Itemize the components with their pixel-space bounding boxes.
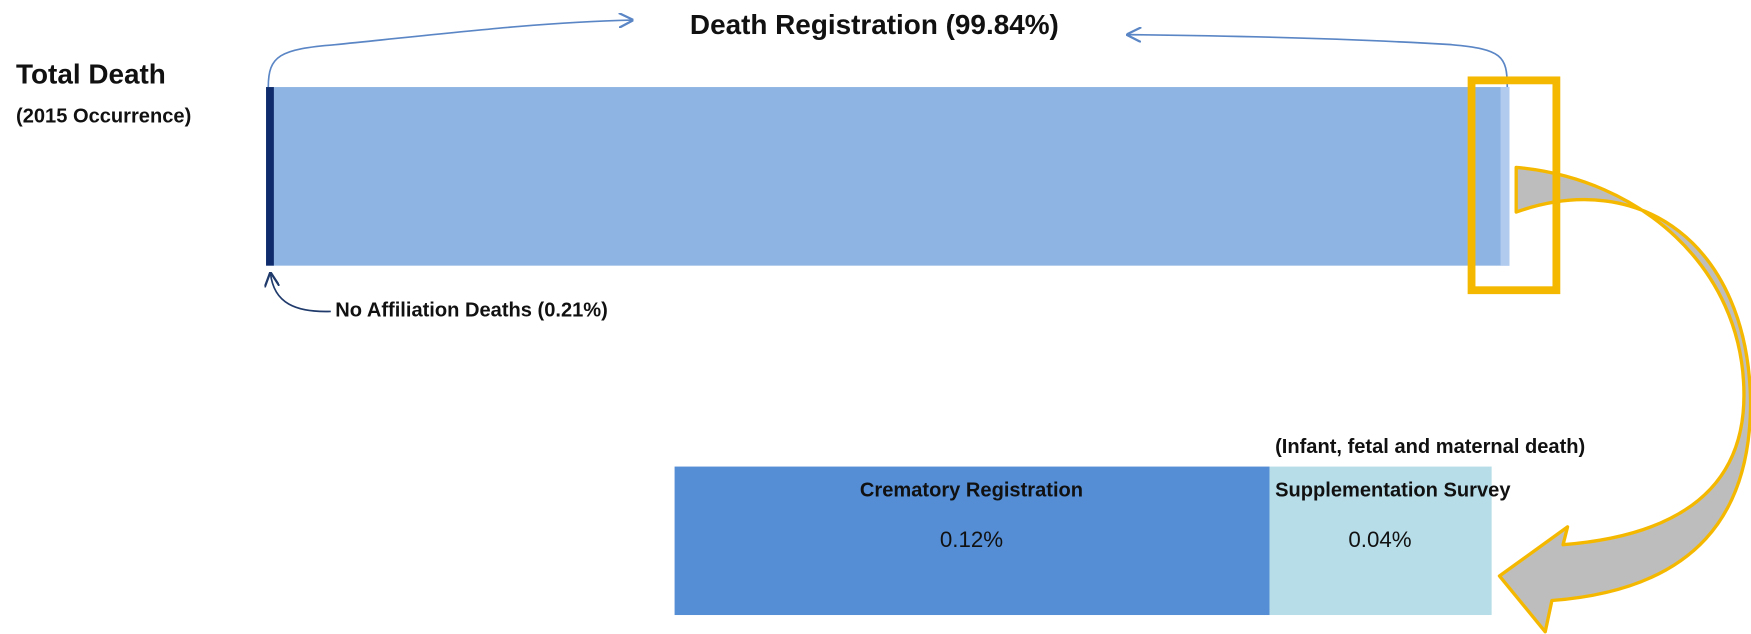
supplementation-label: Supplementation Survey (1275, 479, 1511, 501)
total-bar (266, 87, 1510, 266)
bracket-left (267, 20, 632, 88)
no-affiliation-label: No Affiliation Deaths (0.21%) (335, 300, 608, 322)
crematory-label: Crematory Registration (860, 479, 1083, 501)
supplementation-value: 0.04% (1348, 527, 1411, 552)
bracket-right (1128, 35, 1509, 88)
zoom-arrow (1497, 165, 1751, 634)
crematory-value: 0.12% (940, 527, 1003, 552)
total-label: Total Death (16, 58, 166, 89)
supplementation-bar (1269, 466, 1492, 616)
crematory-bar (674, 466, 1270, 616)
no-affiliation-arrow (271, 273, 331, 313)
total-sublabel: (2015 Occurrence) (16, 106, 191, 128)
title: Death Registration (99.84%) (690, 9, 1059, 40)
no-affiliation-segment (266, 87, 274, 266)
supplementation-note: (Infant, fetal and maternal death) (1275, 436, 1585, 458)
other-segment (1500, 87, 1510, 266)
highlight-box (1467, 76, 1561, 295)
